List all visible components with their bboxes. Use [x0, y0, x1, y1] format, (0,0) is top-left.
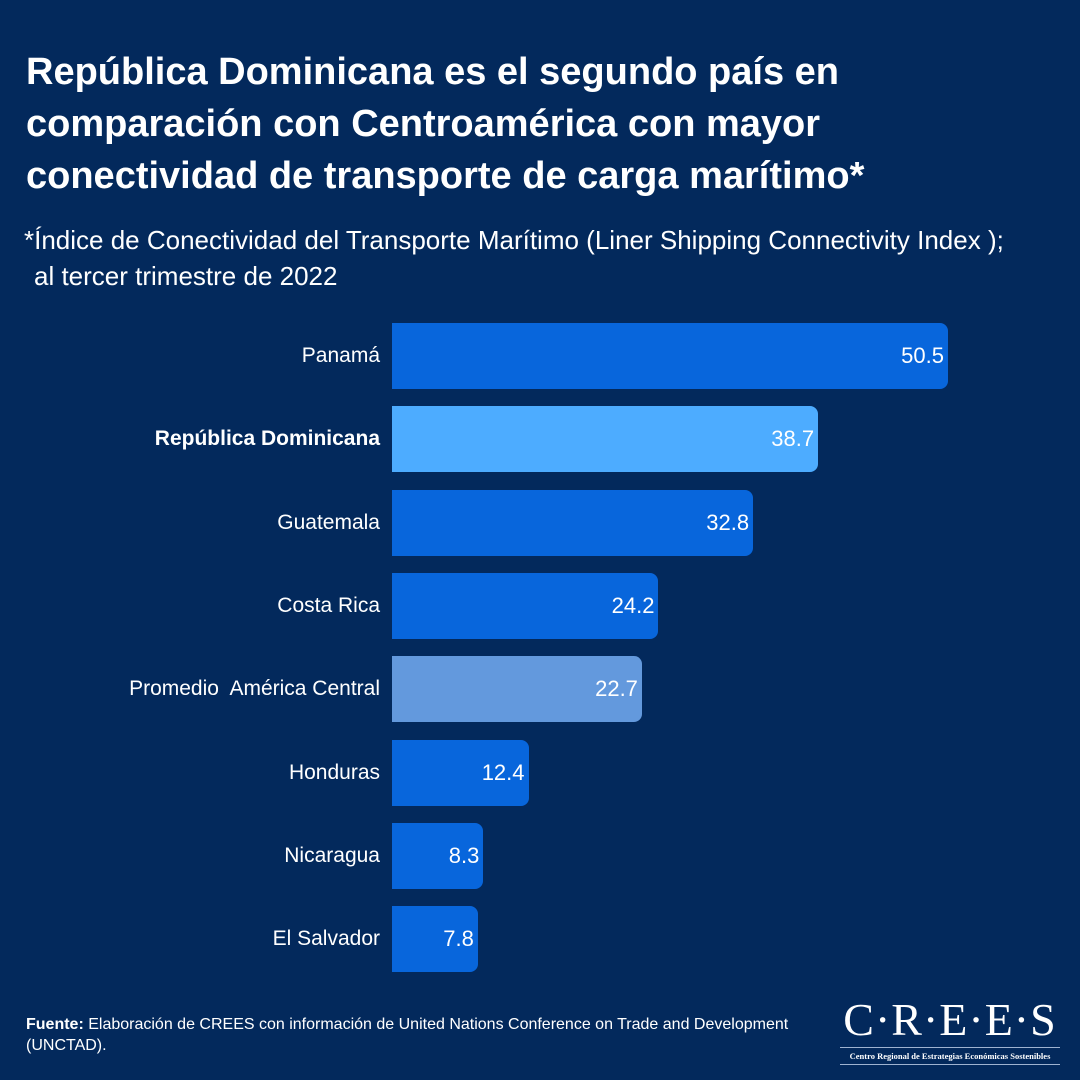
data-label: 8.3 [448, 842, 480, 868]
data-label: 24.2 [611, 592, 655, 618]
source-label: Fuente: [26, 1016, 84, 1033]
category-label: Panamá [301, 344, 380, 367]
data-label: 50.5 [901, 343, 944, 368]
data-label: 32.8 [706, 509, 750, 535]
bar-row: Costa Rica 24.2 [0, 572, 1080, 639]
bar: 8.3 [392, 822, 484, 889]
bar-row: El Salvador 7.8 [0, 906, 1080, 973]
bar-row: República Dominicana 38.7 [0, 406, 1080, 473]
bar: 24.2 [392, 572, 659, 639]
bar-row: Panamá 50.5 [0, 323, 1080, 389]
logo-wordmark: C·R·E·E·S [843, 994, 1057, 1045]
category-label: El Salvador [272, 927, 380, 951]
source-text: Elaboración de CREES con información de … [26, 1016, 789, 1054]
category-label: Promedio América Central [129, 677, 380, 701]
bar: 50.5 [392, 323, 948, 389]
data-label: 38.7 [771, 426, 815, 452]
bar: 38.7 [392, 406, 819, 473]
bar-row: Nicaragua 8.3 [0, 822, 1080, 889]
bar: 22.7 [392, 656, 642, 723]
bar-row: Honduras 12.4 [0, 739, 1080, 806]
bar-row: Guatemala 32.8 [0, 489, 1080, 556]
category-label: República Dominicana [154, 427, 380, 451]
category-label: Nicaragua [284, 843, 380, 867]
logo-tagline: Centro Regional de Estrategias Económica… [849, 1051, 1051, 1061]
data-label: 22.7 [595, 676, 638, 702]
category-label: Guatemala [277, 510, 380, 534]
data-label: 12.4 [481, 759, 525, 785]
category-label: Honduras [288, 760, 380, 784]
category-label: Costa Rica [277, 593, 380, 617]
bar: 7.8 [392, 906, 478, 973]
subtitle-line-2: al tercer trimestre de 2022 [34, 261, 338, 291]
bar: 32.8 [392, 489, 754, 556]
data-label: 7.8 [443, 926, 474, 952]
crees-logo: C·R·E·E·S Centro Regional de Estrategias… [840, 995, 1060, 1067]
bar-row: Promedio América Central 22.7 [0, 656, 1080, 723]
chart-subtitle: *Índice de Conectividad del Transporte M… [24, 222, 1074, 294]
chart-title: República Dominicana es el segundo país … [26, 51, 865, 197]
bar: 12.4 [392, 739, 529, 806]
source-note: Fuente: Elaboración de CREES con informa… [26, 1014, 816, 1056]
subtitle-line-1: *Índice de Conectividad del Transporte M… [24, 225, 1004, 255]
